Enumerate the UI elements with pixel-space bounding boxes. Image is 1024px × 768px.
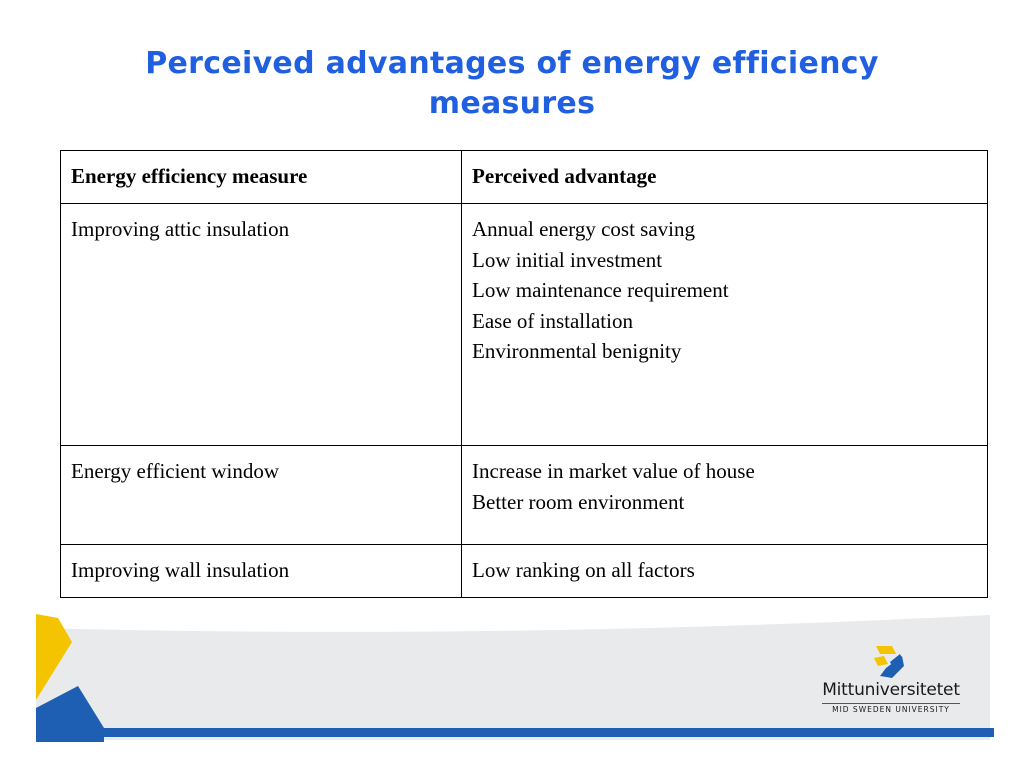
advantage-item: Low maintenance requirement	[472, 278, 729, 302]
advantage-cell: Increase in market value of house Better…	[461, 445, 988, 545]
title-line-1: Perceived advantages of energy efficienc…	[145, 46, 879, 81]
advantages-table: Energy efficiency measure Perceived adva…	[60, 150, 988, 598]
table-row: Improving wall insulation Low ranking on…	[60, 544, 988, 598]
advantage-item: Increase in market value of house	[472, 459, 755, 483]
advantage-cell: Low ranking on all factors	[461, 544, 988, 598]
logo-subtitle: MID SWEDEN UNIVERSITY	[832, 705, 950, 714]
advantages-table-wrapper: Energy efficiency measure Perceived adva…	[60, 150, 988, 598]
measure-cell: Improving attic insulation	[60, 203, 462, 446]
measure-cell: Improving wall insulation	[60, 544, 462, 598]
advantage-cell: Annual energy cost saving Low initial in…	[461, 203, 988, 446]
advantage-item: Environmental benignity	[472, 339, 682, 363]
logo-name: Mittuniversitetet	[822, 680, 960, 700]
mid-sweden-university-emblem-icon	[874, 646, 904, 678]
measure-cell: Energy efficient window	[60, 445, 462, 545]
advantage-item: Better room environment	[472, 489, 685, 514]
logo-divider	[822, 703, 960, 704]
title-line-2: measures	[428, 86, 596, 121]
header-advantage: Perceived advantage	[461, 150, 988, 204]
gray-swoosh	[36, 615, 990, 740]
advantage-item: Low ranking on all factors	[472, 558, 695, 582]
advantage-item: Ease of installation	[472, 308, 633, 333]
table-header-row: Energy efficiency measure Perceived adva…	[60, 150, 988, 204]
slide-title: Perceived advantages of energy efficienc…	[60, 44, 964, 124]
yellow-swoosh-shape	[36, 614, 72, 700]
bottom-blue-bar	[36, 728, 994, 737]
header-measure: Energy efficiency measure	[60, 150, 462, 204]
table-row: Improving attic insulation Annual energy…	[60, 203, 988, 446]
advantage-item: Low initial investment	[472, 247, 663, 272]
table-row: Energy efficient window Increase in mark…	[60, 445, 988, 545]
advantage-item: Annual energy cost saving	[472, 217, 695, 241]
university-logo: Mittuniversitetet MID SWEDEN UNIVERSITY	[816, 640, 966, 720]
